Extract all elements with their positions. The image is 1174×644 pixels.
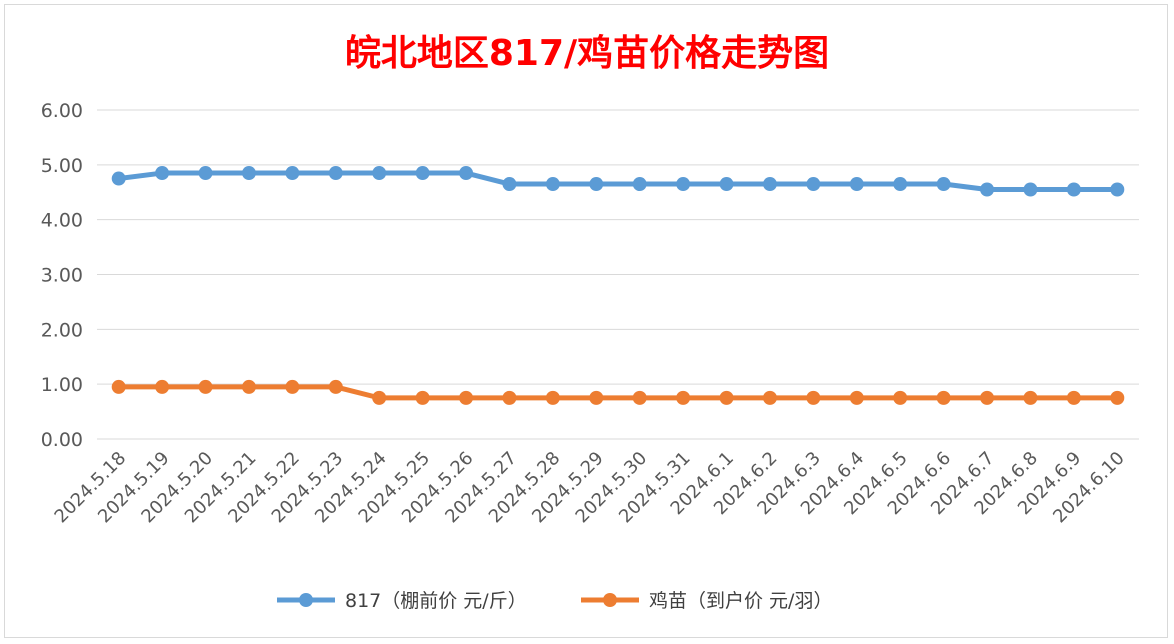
data-point [502, 390, 517, 405]
legend-entry: 817（棚前价 元/斤） [277, 590, 527, 612]
data-point [111, 379, 126, 394]
data-point [1110, 182, 1125, 197]
data-point [676, 177, 691, 192]
data-point [806, 177, 821, 192]
data-point [241, 379, 256, 394]
data-point [762, 177, 777, 192]
data-point [1066, 390, 1081, 405]
data-point [459, 390, 474, 405]
data-point [155, 379, 170, 394]
data-point [980, 390, 995, 405]
data-point [328, 166, 343, 181]
legend-marker-swatch [603, 593, 617, 607]
data-point [241, 166, 256, 181]
data-point [849, 390, 864, 405]
legend: 817（棚前价 元/斤） 鸡苗（到户价 元/羽） [277, 590, 832, 612]
data-point [285, 379, 300, 394]
data-point [1023, 182, 1038, 197]
line-chart: 皖北地区817/鸡苗价格走势图 0.00 1.00 2.00 3.00 4.00 5.00… [41, 33, 1139, 612]
series-1 [111, 379, 1125, 405]
data-point [632, 390, 647, 405]
y-tick-label: 5.00 [41, 155, 83, 177]
data-point [632, 177, 647, 192]
x-axis-ticks: 2024.5.182024.5.192024.5.202024.5.212024… [51, 448, 1129, 528]
legend-label: 817（棚前价 元/斤） [345, 590, 527, 612]
chart-title: 皖北地区817/鸡苗价格走势图 [345, 33, 829, 74]
data-point [1110, 390, 1125, 405]
data-point [372, 166, 387, 181]
data-point [719, 390, 734, 405]
legend-entry: 鸡苗（到户价 元/羽） [581, 590, 832, 612]
data-point [415, 166, 430, 181]
y-tick-label: 3.00 [41, 265, 83, 287]
data-point [198, 166, 213, 181]
chart-frame: 皖北地区817/鸡苗价格走势图 0.00 1.00 2.00 3.00 4.00 5.00… [4, 4, 1168, 638]
data-point [372, 390, 387, 405]
data-point [589, 390, 604, 405]
data-point [893, 390, 908, 405]
data-point [545, 390, 560, 405]
data-point [155, 166, 170, 181]
data-point [676, 390, 691, 405]
series-layer [111, 166, 1125, 405]
data-point [415, 390, 430, 405]
y-tick-label: 2.00 [41, 319, 83, 341]
y-tick-label: 1.00 [41, 374, 83, 396]
data-point [545, 177, 560, 192]
y-axis-ticks: 0.00 1.00 2.00 3.00 4.00 5.00 6.00 [41, 100, 83, 451]
data-point [285, 166, 300, 181]
data-point [719, 177, 734, 192]
series-line [116, 384, 1120, 401]
data-point [893, 177, 908, 192]
series-0 [111, 166, 1125, 197]
data-point [1023, 390, 1038, 405]
data-point [936, 177, 951, 192]
legend-marker-swatch [299, 593, 313, 607]
data-point [936, 390, 951, 405]
data-point [762, 390, 777, 405]
data-point [806, 390, 821, 405]
y-tick-label: 6.00 [41, 100, 83, 122]
data-point [1066, 182, 1081, 197]
series-line [116, 170, 1120, 193]
data-point [111, 171, 126, 186]
legend-label: 鸡苗（到户价 元/羽） [649, 590, 832, 612]
y-tick-label: 0.00 [41, 429, 83, 451]
data-point [198, 379, 213, 394]
data-point [589, 177, 604, 192]
data-point [502, 177, 517, 192]
y-tick-label: 4.00 [41, 210, 83, 232]
data-point [459, 166, 474, 181]
data-point [980, 182, 995, 197]
data-point [849, 177, 864, 192]
data-point [328, 379, 343, 394]
grid-lines [97, 109, 1139, 440]
